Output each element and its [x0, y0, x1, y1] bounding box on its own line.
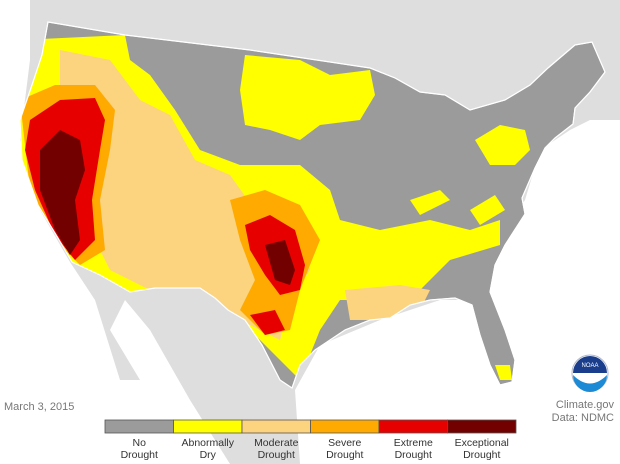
area-dry-east [410, 125, 530, 380]
legend-label: Extreme [394, 437, 433, 449]
map-date: March 3, 2015 [4, 401, 74, 413]
area-extreme [25, 98, 305, 335]
legend-label: Exceptional [455, 437, 509, 449]
legend-swatch [310, 419, 380, 434]
credit: Climate.gov [556, 399, 615, 411]
legend-label: Drought [326, 449, 363, 461]
area-moderate [60, 50, 430, 340]
legend-swatch [378, 419, 448, 434]
legend-label: Drought [463, 449, 500, 461]
legend-label: Moderate [254, 437, 299, 449]
legend-label: Dry [200, 449, 217, 461]
area-dry-north [240, 55, 375, 140]
legend-label: No [133, 437, 147, 449]
legend-swatch [447, 419, 517, 434]
legend-swatch [173, 419, 243, 434]
svg-text:NOAA: NOAA [581, 363, 598, 369]
legend-swatch [241, 419, 311, 434]
legend-label: Drought [395, 449, 432, 461]
legend-label: Abnormally [181, 437, 234, 449]
area-exceptional [40, 130, 295, 285]
legend-label: Drought [121, 449, 158, 461]
data-source: Data: NDMC [552, 412, 614, 424]
noaa-logo: NOAA [571, 354, 609, 392]
legend: NoDroughtAbnormallyDryModerateDroughtSev… [104, 419, 517, 461]
legend-swatch [104, 419, 174, 434]
legend-label: Severe [328, 437, 361, 449]
legend-label: Drought [258, 449, 295, 461]
